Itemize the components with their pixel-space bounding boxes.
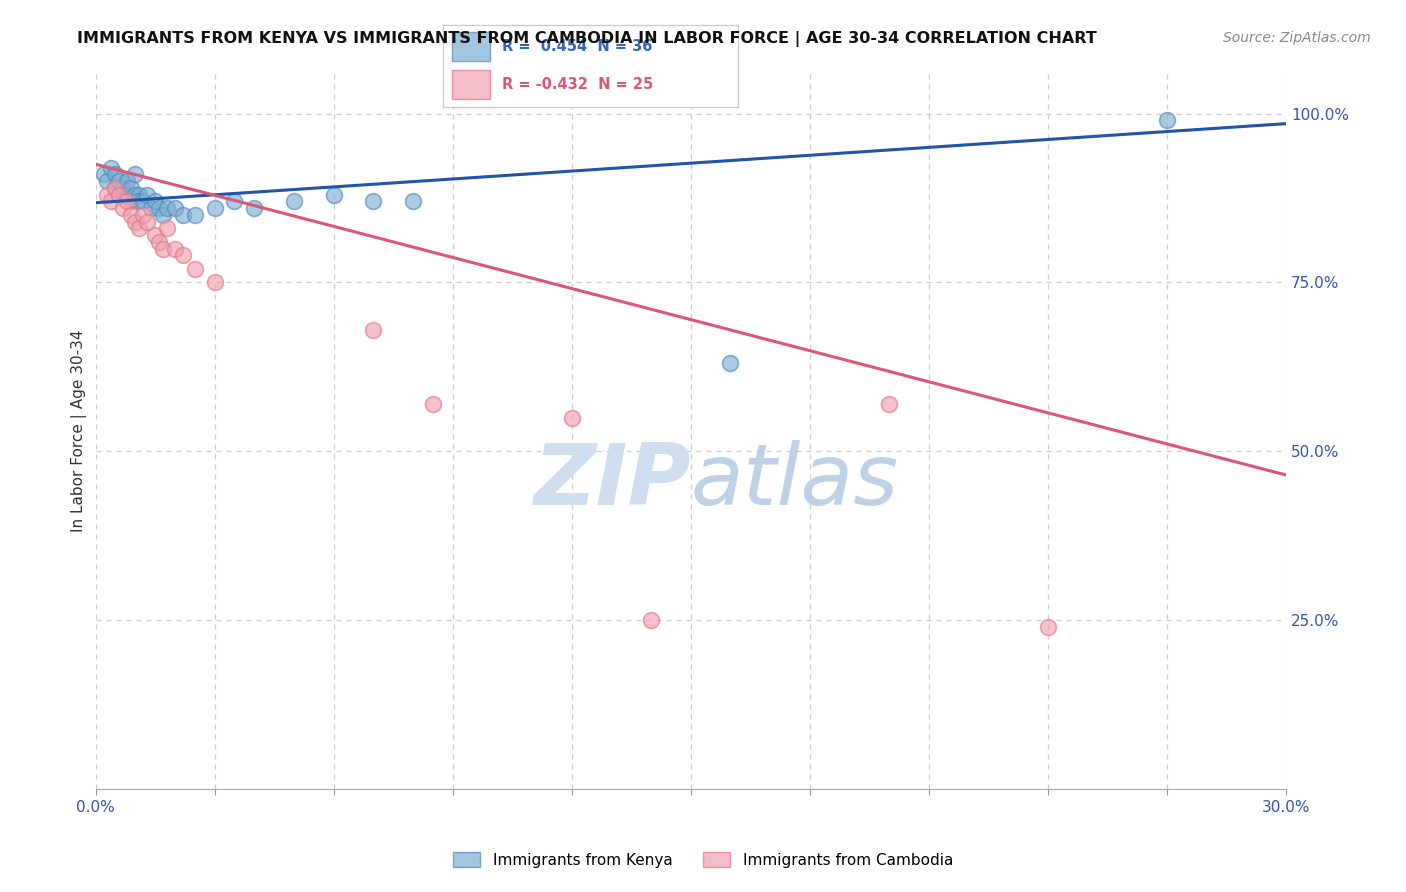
Point	[112, 187, 135, 202]
Point	[100, 194, 122, 209]
Point	[422, 397, 444, 411]
Point	[96, 187, 118, 202]
Point	[124, 167, 146, 181]
Point	[143, 194, 166, 209]
Point	[204, 201, 226, 215]
Point	[224, 194, 246, 209]
Point	[117, 187, 139, 202]
Point	[1036, 620, 1059, 634]
Point	[112, 181, 135, 195]
Legend: Immigrants from Kenya, Immigrants from Cambodia: Immigrants from Kenya, Immigrants from C…	[447, 846, 959, 873]
Point	[877, 397, 900, 411]
Point	[124, 214, 146, 228]
Point	[204, 276, 226, 290]
Point	[172, 248, 194, 262]
Point	[104, 167, 127, 181]
Text: IMMIGRANTS FROM KENYA VS IMMIGRANTS FROM CAMBODIA IN LABOR FORCE | AGE 30-34 COR: IMMIGRANTS FROM KENYA VS IMMIGRANTS FROM…	[77, 31, 1097, 47]
Point	[139, 201, 162, 215]
Point	[128, 187, 150, 202]
Point	[184, 208, 207, 222]
Point	[143, 228, 166, 243]
Point	[124, 187, 146, 202]
Point	[117, 194, 139, 209]
Point	[104, 181, 127, 195]
Point	[136, 214, 159, 228]
Point	[152, 242, 174, 256]
Point	[1156, 113, 1178, 128]
FancyBboxPatch shape	[451, 32, 491, 61]
Text: R =  0.454  N = 36: R = 0.454 N = 36	[502, 39, 652, 54]
Point	[243, 201, 266, 215]
Point	[93, 167, 115, 181]
Point	[163, 201, 186, 215]
Point	[402, 194, 425, 209]
Point	[108, 174, 131, 188]
Point	[136, 187, 159, 202]
Text: atlas: atlas	[690, 440, 898, 523]
Point	[156, 221, 179, 235]
Point	[363, 323, 385, 337]
Point	[640, 613, 662, 627]
Point	[184, 261, 207, 276]
Point	[117, 174, 139, 188]
Text: R = -0.432  N = 25: R = -0.432 N = 25	[502, 77, 654, 92]
Point	[152, 208, 174, 222]
Point	[363, 194, 385, 209]
Point	[172, 208, 194, 222]
Point	[148, 235, 170, 249]
Point	[108, 187, 131, 202]
Point	[108, 187, 131, 202]
Point	[322, 187, 344, 202]
Y-axis label: In Labor Force | Age 30-34: In Labor Force | Age 30-34	[72, 330, 87, 533]
Text: Source: ZipAtlas.com: Source: ZipAtlas.com	[1223, 31, 1371, 45]
Point	[163, 242, 186, 256]
Point	[100, 161, 122, 175]
Point	[112, 201, 135, 215]
Point	[720, 357, 742, 371]
Point	[148, 201, 170, 215]
FancyBboxPatch shape	[451, 70, 491, 99]
Point	[156, 201, 179, 215]
Point	[120, 194, 142, 209]
Point	[120, 208, 142, 222]
Text: ZIP: ZIP	[533, 440, 690, 523]
Point	[132, 208, 155, 222]
Point	[120, 181, 142, 195]
Point	[283, 194, 305, 209]
Point	[104, 181, 127, 195]
Point	[96, 174, 118, 188]
Point	[561, 410, 583, 425]
Point	[128, 194, 150, 209]
Point	[132, 194, 155, 209]
Point	[128, 221, 150, 235]
